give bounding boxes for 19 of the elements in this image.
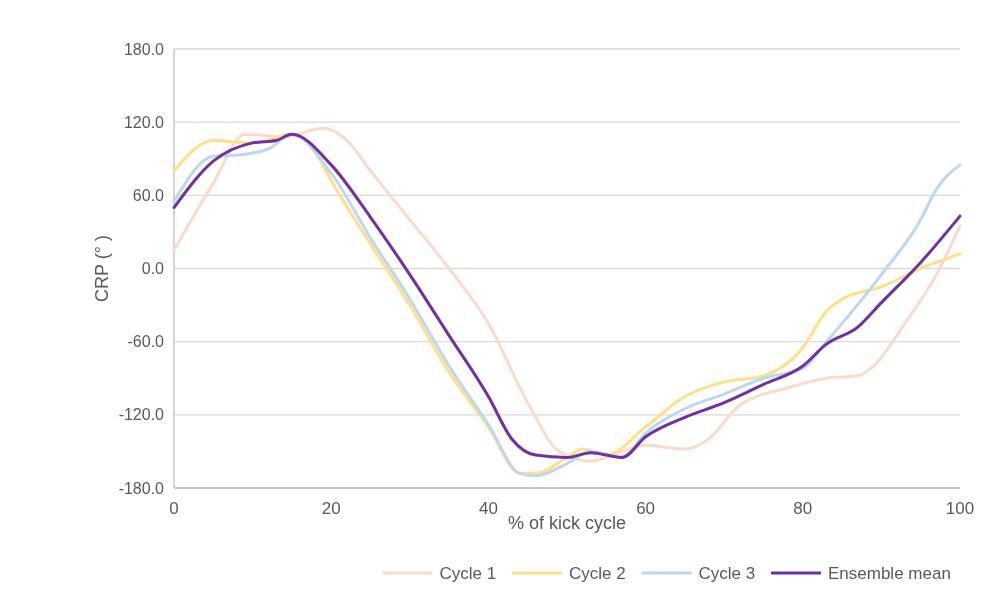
x-tick-label: 40 (478, 498, 498, 518)
x-tick-label: 100 (945, 498, 975, 518)
x-tick-label: 0 (169, 498, 179, 518)
y-tick-label: -180.0 (118, 479, 165, 497)
y-axis-title: CRP (° ) (92, 235, 113, 302)
legend-label: Cycle 1 (439, 563, 497, 583)
x-tick-label: 80 (793, 498, 813, 518)
x-tick-label: 60 (636, 498, 656, 518)
y-tick-label: 0.0 (141, 260, 165, 278)
x-axis-title: % of kick cycle (507, 513, 627, 534)
y-tick-label: -60.0 (127, 333, 165, 351)
y-tick-label: 60.0 (132, 186, 165, 204)
y-tick-label: 120.0 (123, 113, 165, 131)
y-tick-label: -120.0 (118, 406, 165, 424)
legend-label: Cycle 3 (698, 563, 756, 583)
x-tick-label: 20 (321, 498, 341, 518)
y-tick-label: 180.0 (123, 40, 165, 58)
legend-label: Cycle 2 (569, 563, 626, 583)
legend-label: Ensemble mean (828, 563, 951, 583)
